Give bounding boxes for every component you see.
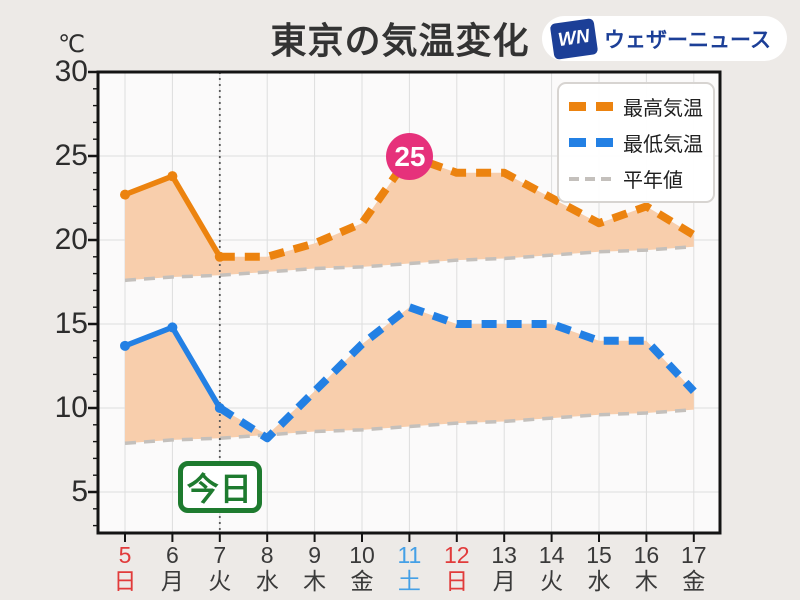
legend-label: 最低気温 xyxy=(623,134,703,156)
max-temp-dash-icon xyxy=(569,102,613,111)
data-point xyxy=(167,171,178,182)
weekday-label: 月 xyxy=(492,568,516,594)
date-number: 16 xyxy=(633,542,660,568)
y-axis-unit: ℃ xyxy=(58,31,85,58)
x-tick-label: 13 月 xyxy=(480,542,528,595)
actual-min-forecast-line xyxy=(217,303,697,443)
y-tick-label: 30 xyxy=(54,55,88,88)
weekday-label: 木 xyxy=(303,568,327,594)
weekday-label: 木 xyxy=(634,568,658,594)
today-marker: 今日 xyxy=(177,461,262,513)
weekday-label: 火 xyxy=(208,568,232,594)
min-temp-dash-icon xyxy=(569,138,613,147)
date-number: 17 xyxy=(681,542,707,568)
y-tick-label: 10 xyxy=(54,391,88,424)
weekday-label: 金 xyxy=(350,568,374,594)
data-point xyxy=(167,322,178,333)
date-number: 10 xyxy=(349,542,375,568)
weekday-label: 月 xyxy=(160,568,184,594)
date-number: 8 xyxy=(260,542,274,568)
date-number: 13 xyxy=(491,542,517,568)
legend-label: 最高気温 xyxy=(623,98,703,120)
wn-logo-icon: WN xyxy=(549,17,599,60)
date-number: 7 xyxy=(213,542,227,568)
x-tick-label: 10 金 xyxy=(338,542,386,595)
normal-dash-icon xyxy=(569,176,613,181)
weekday-label: 水 xyxy=(587,568,611,594)
legend-item-max: 最高気温 xyxy=(569,92,703,121)
legend-item-min: 最低気温 xyxy=(569,128,703,157)
date-number: 12 xyxy=(444,542,470,568)
weekday-label: 金 xyxy=(682,568,706,594)
legend: 最高気温 最低気温 平年値 xyxy=(557,82,715,203)
y-tick-label: 25 xyxy=(54,139,88,172)
min-anomaly-fill xyxy=(125,307,694,444)
y-tick-label: 20 xyxy=(54,223,88,256)
actual-max-forecast-line xyxy=(219,152,696,261)
date-number: 15 xyxy=(586,542,612,568)
weekday-label: 日 xyxy=(445,568,469,594)
legend-item-normal: 平年値 xyxy=(569,164,703,193)
x-tick-label: 17 金 xyxy=(670,542,718,595)
legend-label: 平年値 xyxy=(623,170,683,192)
weekday-label: 火 xyxy=(540,568,564,594)
y-tick-label: 15 xyxy=(54,307,88,340)
date-number: 6 xyxy=(165,542,179,568)
date-number: 5 xyxy=(118,542,132,568)
date-number: 14 xyxy=(538,542,565,568)
logo-text: ウェザーニュース xyxy=(604,28,771,52)
weathernews-logo: WN ウェザーニュース xyxy=(542,16,787,61)
axis-ticks xyxy=(88,70,695,542)
x-tick-label: 14 火 xyxy=(528,542,576,595)
data-point xyxy=(120,189,130,200)
x-tick-label: 15 水 xyxy=(575,542,623,595)
max-anomaly-fill xyxy=(125,156,694,281)
x-tick-label: 16 木 xyxy=(622,542,670,595)
peak-temperature-badge: 25 xyxy=(386,133,434,180)
x-tick-label: 11 土 xyxy=(385,542,433,595)
date-number: 11 xyxy=(397,542,422,568)
weekday-label: 水 xyxy=(255,568,279,594)
x-tick-label: 12 日 xyxy=(433,542,481,595)
y-tick-label: 5 xyxy=(71,475,88,508)
data-point xyxy=(120,340,130,351)
page-title: 東京の気温変化 xyxy=(270,20,530,61)
date-number: 9 xyxy=(308,542,321,568)
weekday-label: 日 xyxy=(113,568,137,594)
weekday-label: 土 xyxy=(397,568,421,594)
